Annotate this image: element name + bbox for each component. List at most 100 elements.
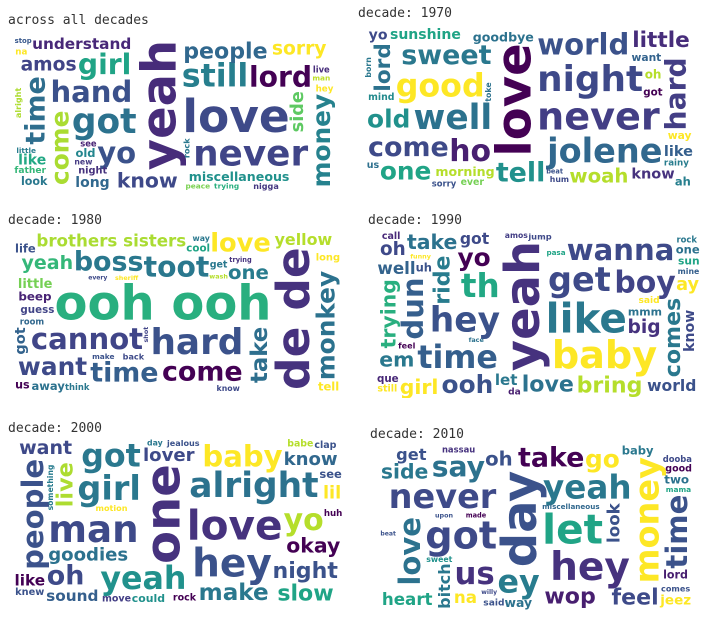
cloud-word: funny [410,253,431,261]
wordcloud-1980: ooh ooh de de hard cannot toot come boss time lo… [13,230,343,393]
cloud-word: every [88,275,107,282]
cloud-word: man [312,73,330,82]
cloud-word: nassau [442,444,475,454]
cloud-word: made [466,511,487,519]
panel-title-1970: decade: 1970 [358,6,452,21]
cloud-word: got [13,327,29,354]
cloud-word: move [102,593,131,604]
cloud-word: let [542,505,603,553]
cloud-word: que [377,373,399,385]
cloud-word: amos [505,231,528,240]
cloud-word: sound [46,587,98,605]
cloud-word: babe [287,439,313,450]
cloud-word: beep [18,289,51,303]
cloud-word: call [382,231,401,242]
cloud-word: yellow [275,230,333,249]
cloud-word: said [639,296,660,306]
cloud-word: ever [461,177,485,188]
cloud-word: one [228,261,269,284]
cloud-word: comes [661,584,690,594]
cloud-word: world [647,377,696,395]
cloud-word: know [284,449,338,470]
cloud-word: rainy [664,159,689,169]
cloud-word: night [537,59,643,100]
cloud-word: one [676,242,700,256]
cloud-word: little [632,28,690,53]
cloud-word: understand [32,35,131,53]
cloud-word: ooh [442,370,494,398]
cloud-word: night [272,558,338,584]
cloud-word: trying [214,182,239,191]
cloud-word: hey [430,301,500,341]
cloud-word: never [537,96,660,140]
cloud-word: oh [380,239,406,260]
cloud-word: come [162,357,243,388]
cloud-word: uh [416,261,432,275]
cloud-word: ride [430,255,456,304]
cloud-word: got [643,86,662,98]
cloud-word: face [469,336,485,344]
cloud-word: yo [97,136,136,170]
cloud-word: clap [314,440,336,451]
cloud-word: take [518,444,584,474]
cloud-word: sorry [272,39,327,60]
cloud-word: lord [249,61,312,94]
cloud-word: still [182,59,249,95]
cloud-word: world [537,28,629,62]
cloud-word: da [508,387,521,397]
cloud-word: time [90,357,158,388]
panel-title-2000: decade: 2000 [8,421,102,436]
cloud-word: hey [316,85,334,95]
cloud-word: know [117,168,178,191]
cloud-word: sun [678,254,700,267]
cloud-word: night [78,166,107,177]
cloud-word: yo [369,27,388,43]
cloud-word: cannot [31,322,143,356]
cloud-word: side [288,91,308,132]
cloud-word: beat [380,530,396,537]
cloud-word: upon [435,511,454,519]
cloud-word: okay [286,533,340,557]
cloud-word: boy [614,265,675,300]
cloud-word: old [367,104,410,133]
cloud-word: still [377,383,397,394]
cloud-word: yeah [132,40,188,170]
wordcloud-all: yeah love never got still hand yo girl lord time p… [13,35,336,191]
cloud-word: goodies [48,544,128,565]
cloud-word: oh [47,561,85,592]
cloud-word: trying [376,279,400,348]
cloud-word: go [585,444,620,473]
cloud-word: rock [173,593,197,604]
cloud-word: make [92,352,114,361]
cloud-word: man [48,507,138,551]
cloud-word: huh [324,509,343,519]
cloud-word: girl [400,375,439,398]
cloud-word: jolene [545,132,662,171]
cloud-word: yeah [495,241,551,371]
cloud-word: na [15,47,27,57]
cloud-word: know [631,166,674,182]
cloud-word: tell [318,379,339,393]
cloud-word: hard [150,322,243,363]
cloud-word: said [483,599,504,609]
cloud-word: make [199,580,269,606]
cloud-word: want [18,352,87,381]
cloud-word: something [46,465,55,511]
cloud-word: life [15,241,36,255]
cloud-word: like [14,572,45,590]
cloud-word: alright [13,88,23,119]
cloud-word: money [628,457,667,583]
cloud-word: oh [485,447,513,470]
cloud-word: woah [569,165,628,188]
cloud-word: dooba [663,454,692,464]
cloud-word: ho [449,134,491,169]
cloud-word: heart [382,589,433,609]
cloud-word: see [319,467,342,481]
cloud-word: sheriff [115,274,139,282]
cloud-word: th [461,267,500,305]
panel-title-all: across all decades [8,13,149,28]
